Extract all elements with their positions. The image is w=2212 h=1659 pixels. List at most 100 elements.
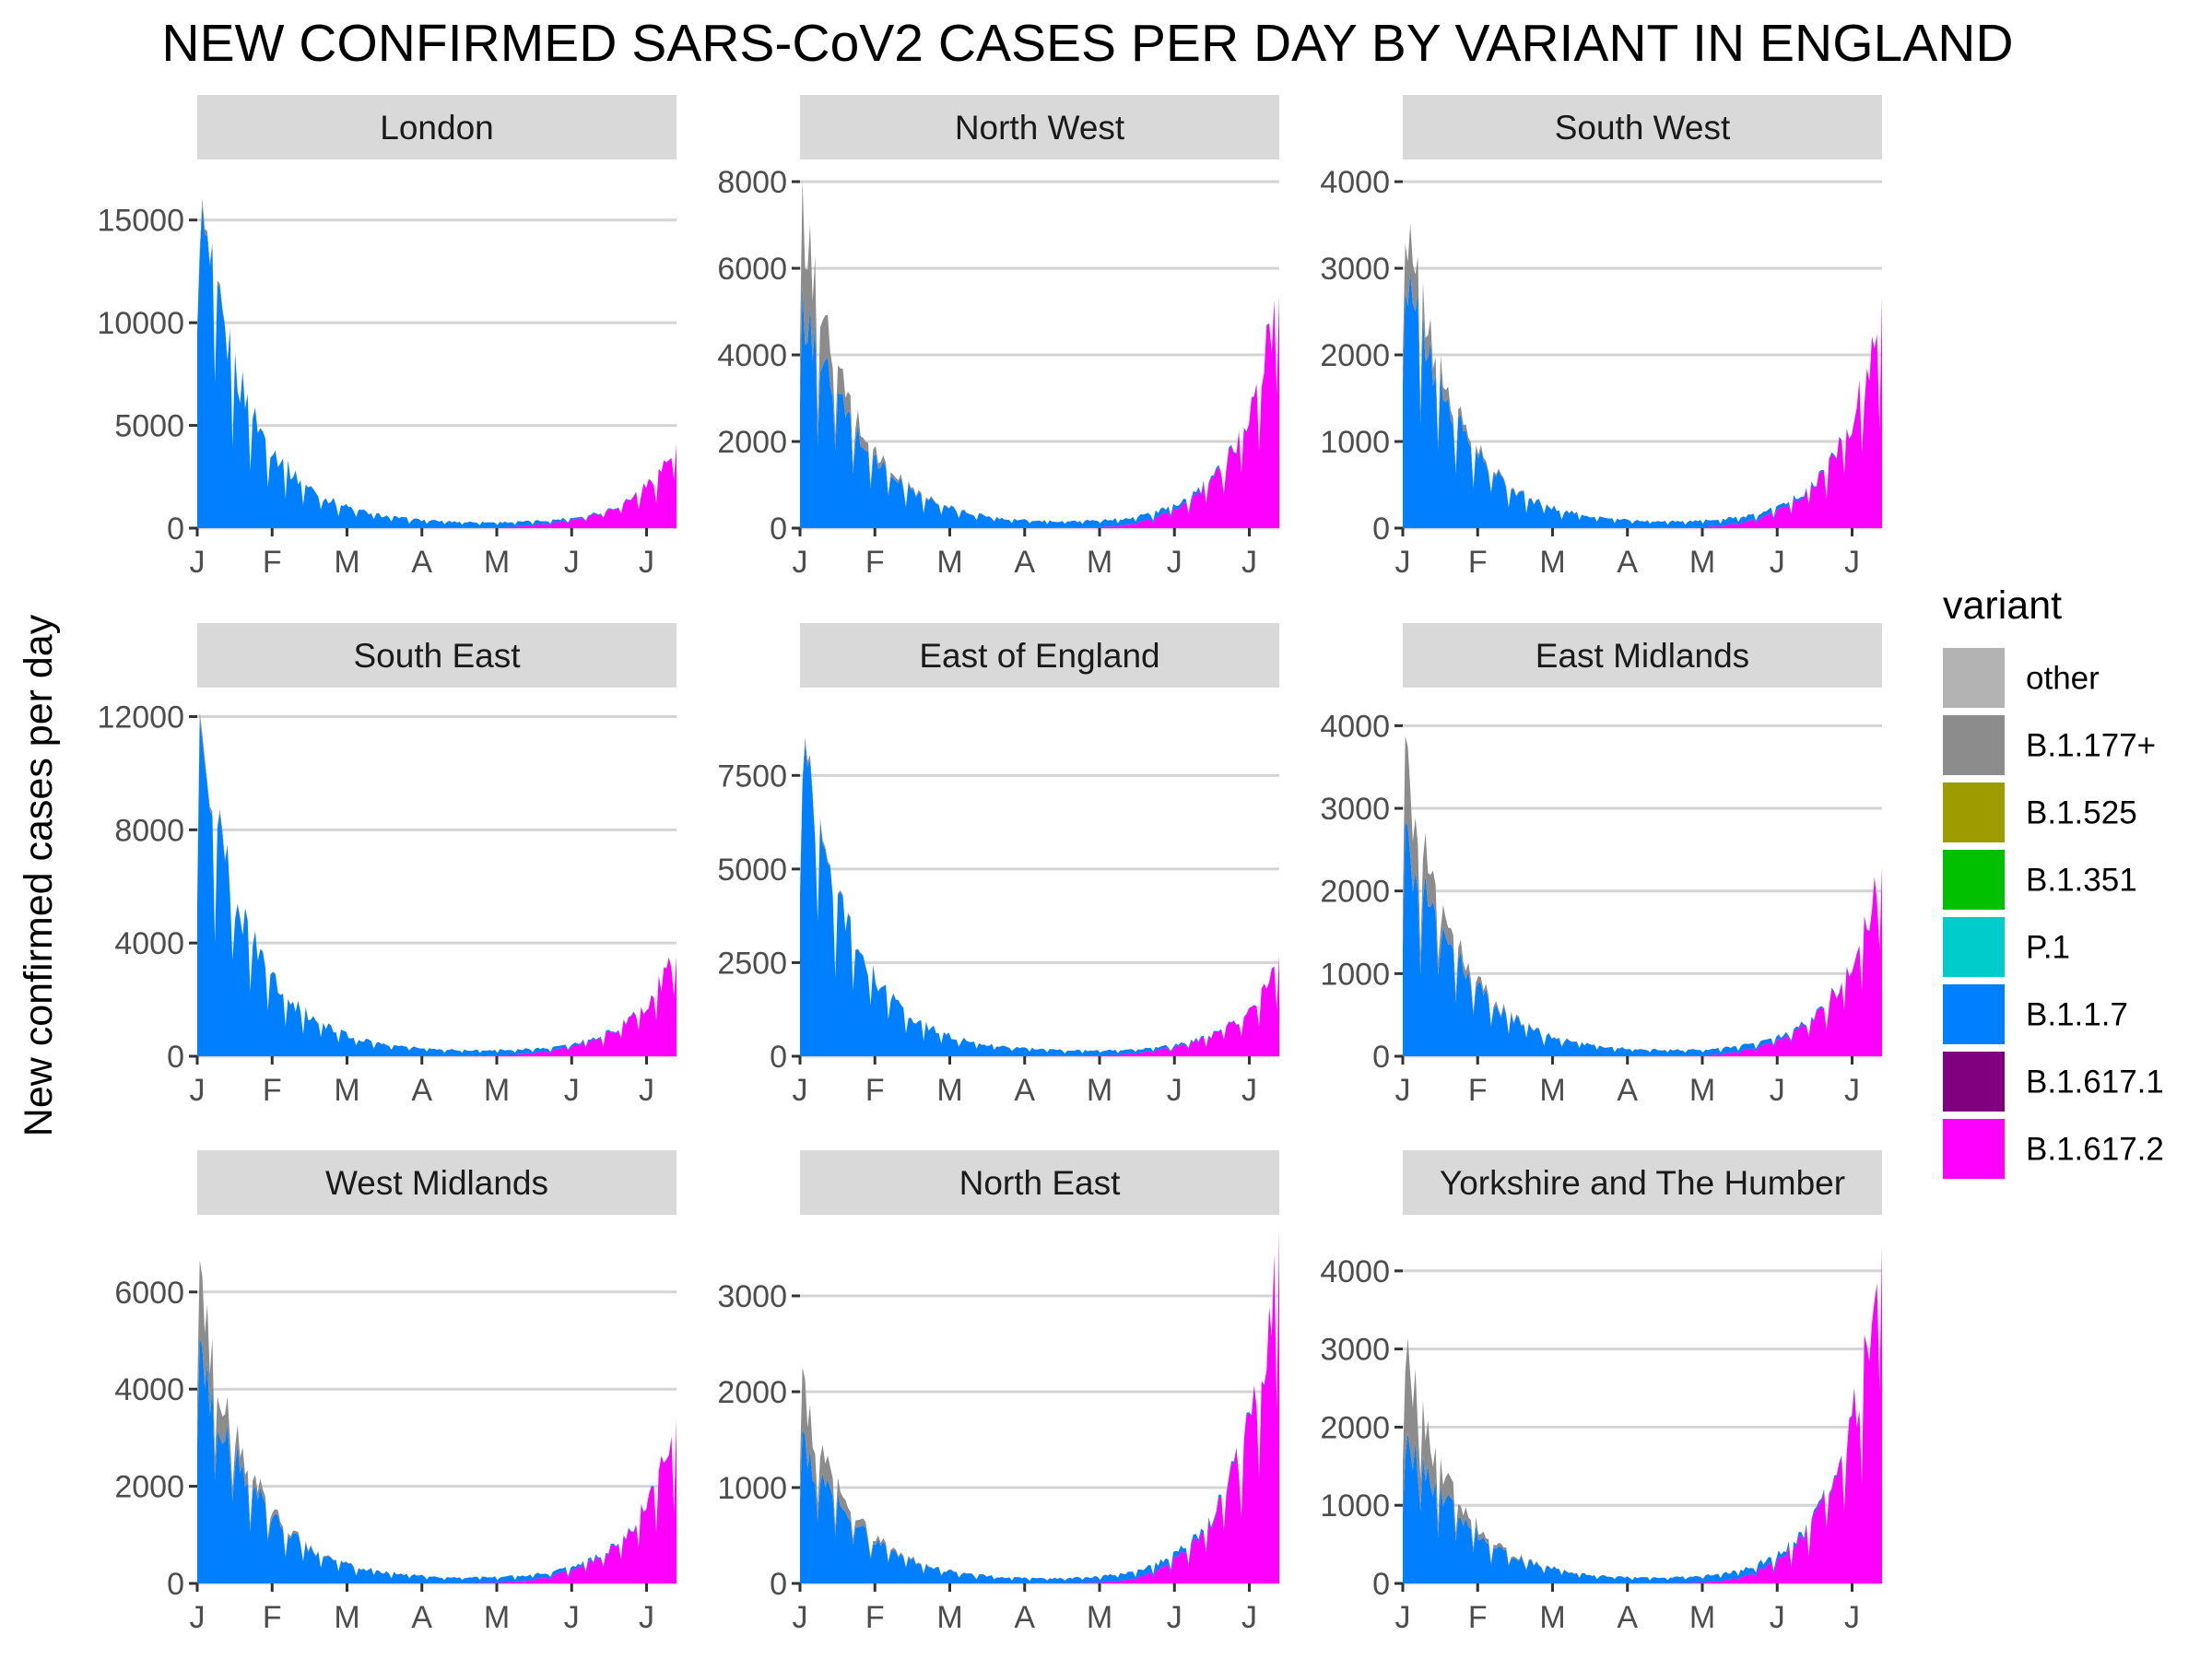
- x-tick-label: J: [564, 1073, 580, 1108]
- x-tick-label: F: [1468, 1073, 1488, 1108]
- y-tick-label: 15000: [97, 204, 184, 239]
- legend-item-b-1-617-1: B.1.617.1: [1943, 1052, 2164, 1112]
- legend-label: B.1.617.2: [2026, 1132, 2164, 1168]
- legend-key: [1943, 917, 2005, 977]
- y-tick-label: 5000: [717, 853, 787, 888]
- panel-strip-label: North West: [955, 109, 1125, 147]
- x-tick-label: J: [1395, 1073, 1411, 1108]
- x-tick-label: A: [1014, 545, 1035, 580]
- panel-strip: [800, 623, 1279, 688]
- y-tick-label: 3000: [1320, 792, 1390, 827]
- x-tick-label: J: [190, 1600, 206, 1635]
- y-tick-label: 7500: [717, 759, 787, 794]
- x-tick-label: M: [334, 1600, 359, 1635]
- panel-west-midlands: West Midlands 0 2000 4000 6000 J F M A M J J: [114, 1150, 677, 1635]
- area-b-1-177-plus: [800, 1228, 1279, 1582]
- y-tick-label: 2000: [717, 1375, 787, 1410]
- y-tick-label: 12000: [97, 700, 184, 735]
- y-tick-label: 6000: [717, 252, 787, 287]
- legend-item-b-1-525: B.1.525: [1943, 782, 2137, 842]
- x-tick-label: J: [1770, 1073, 1785, 1108]
- legend-item-b-1-177: B.1.177+: [1943, 715, 2156, 775]
- y-tick-label: 2000: [717, 425, 787, 460]
- x-tick-label: M: [1539, 1073, 1565, 1108]
- legend-label: B.1.351: [2026, 863, 2137, 899]
- y-tick-label: 4000: [1320, 165, 1390, 200]
- legend: variant other B.1.177+ B.1.525 B.1.351 P.1 B.…: [1943, 583, 2164, 1179]
- y-tick-label: 4000: [114, 1372, 184, 1407]
- y-tick-label: 8000: [114, 813, 184, 848]
- x-tick-label: J: [639, 545, 654, 580]
- panel-strip: [800, 1150, 1279, 1215]
- x-tick-label: J: [1844, 545, 1860, 580]
- panel-south-east: South East 0 4000 8000 12000 J F M A M J J: [97, 623, 677, 1108]
- y-tick-label: 0: [1372, 512, 1390, 547]
- area-b-1-617-2: [1403, 1247, 1882, 1583]
- x-tick-label: A: [1617, 545, 1638, 580]
- legend-key: [1943, 1119, 2005, 1179]
- y-tick-label: 1000: [1320, 425, 1390, 460]
- panel-strip: [1403, 95, 1882, 159]
- panel-strip: [1403, 623, 1882, 688]
- y-tick-label: 0: [1372, 1040, 1390, 1075]
- x-tick-label: M: [1087, 1073, 1112, 1108]
- x-tick-label: J: [1167, 1600, 1182, 1635]
- panel-strip-label: South West: [1555, 109, 1731, 147]
- area-b-1-617-2: [1403, 297, 1882, 528]
- y-tick-label: 6000: [114, 1276, 184, 1311]
- x-tick-label: M: [936, 545, 962, 580]
- area-b-1-1-7: [800, 743, 1279, 1056]
- y-tick-label: 3000: [1320, 1333, 1390, 1368]
- x-tick-label: J: [793, 1600, 808, 1635]
- legend-label: P.1: [2026, 930, 2070, 966]
- legend-item-b-1-617-2: B.1.617.2: [1943, 1119, 2164, 1179]
- x-tick-label: F: [1468, 1600, 1488, 1635]
- y-tick-label: 1000: [717, 1471, 787, 1506]
- panel-strip: [800, 95, 1279, 159]
- panel-strip: [1403, 1150, 1882, 1215]
- y-tick-label: 0: [167, 512, 184, 547]
- area-b-1-1-7: [1403, 821, 1882, 1056]
- x-tick-label: A: [1014, 1073, 1035, 1108]
- x-tick-label: M: [1087, 545, 1112, 580]
- y-tick-label: 0: [770, 1040, 787, 1075]
- area-b-1-1-7: [1403, 1246, 1882, 1583]
- x-tick-label: J: [1844, 1073, 1860, 1108]
- area-b-1-1-7: [800, 1228, 1279, 1583]
- x-tick-label: M: [484, 1073, 510, 1108]
- y-tick-label: 2000: [114, 1470, 184, 1505]
- x-tick-label: J: [564, 545, 580, 580]
- x-tick-label: F: [865, 1073, 885, 1108]
- area-b-1-1-7: [800, 286, 1279, 528]
- y-tick-label: 0: [167, 1567, 184, 1602]
- x-tick-label: J: [1241, 1600, 1257, 1635]
- x-tick-label: J: [564, 1600, 580, 1635]
- area-b-1-1-7: [197, 718, 677, 1056]
- legend-label: B.1.177+: [2026, 728, 2156, 764]
- panel-east-midlands: East Midlands 0 1000 2000 3000 4000 J F M A M J J: [1320, 623, 1882, 1108]
- area-b-1-1-7: [197, 204, 677, 528]
- x-tick-label: M: [484, 545, 510, 580]
- legend-key: [1943, 850, 2005, 910]
- y-tick-label: 4000: [717, 338, 787, 373]
- x-tick-label: M: [484, 1600, 510, 1635]
- y-tick-label: 2000: [1320, 338, 1390, 373]
- x-tick-label: M: [1689, 1073, 1715, 1108]
- area-b-1-1-7: [197, 1337, 677, 1583]
- panel-north-west: North West 0 2000 4000 6000 8000 J F M A M J J: [717, 95, 1279, 580]
- legend-title: variant: [1943, 583, 2062, 628]
- area-b-1-177-plus: [1403, 1246, 1882, 1581]
- panel-east-of-england: East of England 0 2500 5000 7500 J F M A M J J: [717, 623, 1279, 1108]
- panel-strip-label: East of England: [919, 637, 1159, 675]
- y-axis-label: New confirmed cases per day: [17, 614, 61, 1136]
- x-tick-label: J: [1167, 1073, 1182, 1108]
- x-tick-label: J: [1770, 545, 1785, 580]
- legend-label: B.1.617.1: [2026, 1065, 2164, 1100]
- area-b-1-617-2: [800, 955, 1279, 1056]
- x-tick-label: J: [1395, 1600, 1411, 1635]
- x-tick-label: F: [865, 545, 885, 580]
- x-tick-label: F: [263, 545, 282, 580]
- x-tick-label: M: [936, 1600, 962, 1635]
